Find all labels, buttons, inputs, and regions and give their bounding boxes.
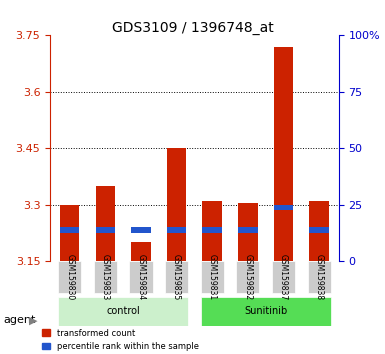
Bar xyxy=(167,227,186,233)
Bar xyxy=(310,201,329,261)
Bar xyxy=(238,203,258,261)
Text: GSM159831: GSM159831 xyxy=(208,254,217,300)
FancyBboxPatch shape xyxy=(272,261,295,293)
Bar xyxy=(60,205,79,261)
Bar xyxy=(131,242,151,261)
Text: agent: agent xyxy=(4,315,36,325)
Text: GSM159833: GSM159833 xyxy=(101,254,110,301)
Text: GSM159830: GSM159830 xyxy=(65,254,74,301)
FancyBboxPatch shape xyxy=(201,297,331,326)
Bar xyxy=(310,227,329,233)
FancyBboxPatch shape xyxy=(58,261,81,293)
Text: GSM159834: GSM159834 xyxy=(136,254,146,301)
FancyBboxPatch shape xyxy=(129,261,152,293)
Legend: transformed count, percentile rank within the sample: transformed count, percentile rank withi… xyxy=(38,325,202,354)
FancyBboxPatch shape xyxy=(58,297,188,326)
FancyBboxPatch shape xyxy=(165,261,188,293)
Text: ▶: ▶ xyxy=(29,315,37,325)
Text: GDS3109 / 1396748_at: GDS3109 / 1396748_at xyxy=(112,21,273,35)
FancyBboxPatch shape xyxy=(201,261,224,293)
Bar xyxy=(167,148,186,261)
Bar xyxy=(95,186,115,261)
Bar xyxy=(95,227,115,233)
FancyBboxPatch shape xyxy=(236,261,259,293)
FancyBboxPatch shape xyxy=(94,261,117,293)
Text: GSM159835: GSM159835 xyxy=(172,254,181,301)
Bar xyxy=(238,227,258,233)
Text: GSM159832: GSM159832 xyxy=(243,254,253,300)
FancyBboxPatch shape xyxy=(308,261,331,293)
Bar xyxy=(60,227,79,233)
Text: Sunitinib: Sunitinib xyxy=(244,306,287,316)
Bar xyxy=(203,201,222,261)
Bar xyxy=(274,205,293,210)
Text: control: control xyxy=(106,306,140,316)
Bar xyxy=(203,227,222,233)
Text: GSM159838: GSM159838 xyxy=(315,254,324,300)
Bar xyxy=(274,47,293,261)
Text: GSM159837: GSM159837 xyxy=(279,254,288,301)
Bar xyxy=(131,227,151,233)
